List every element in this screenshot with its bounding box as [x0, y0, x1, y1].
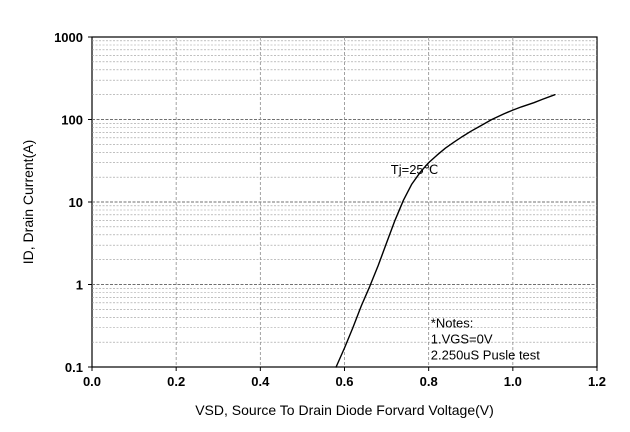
notes-annotation-line: *Notes: [431, 316, 474, 331]
y-tick-label: 10 [69, 195, 83, 210]
series-layer [335, 93, 556, 368]
x-axis-ticks: 0.0 0.2 0.4 0.6 0.8 1.0 1.2 [83, 367, 606, 389]
x-axis-label: VSD, Source To Drain Diode Forvard Volta… [195, 402, 494, 418]
x-tick-label: 1.2 [588, 374, 606, 389]
y-tick-label: 1 [76, 278, 83, 293]
y-tick-label: 100 [61, 113, 83, 128]
x-tick-label: 0.2 [167, 374, 185, 389]
y-axis-ticks: 0.1 1 10 100 1000 [54, 30, 92, 375]
y-axis-label: ID, Drain Current(A) [20, 140, 36, 264]
series-line-0 [335, 93, 556, 368]
x-tick-label: 1.0 [504, 374, 522, 389]
x-tick-label: 0.6 [335, 374, 353, 389]
y-tick-label: 1000 [54, 30, 83, 45]
temperature-annotation: Tj=25℃ [391, 162, 438, 177]
x-tick-label: 0.8 [420, 374, 438, 389]
notes-annotation-line: 1.VGS=0V [431, 332, 493, 347]
x-tick-label: 0.4 [251, 374, 270, 389]
x-tick-label: 0.0 [83, 374, 101, 389]
y-tick-label: 0.1 [65, 360, 83, 375]
annotations: Tj=25℃ *Notes:1.VGS=0V2.250uS Pusle test [391, 162, 540, 363]
notes-annotation-line: 2.250uS Pusle test [431, 348, 541, 363]
grid-lines [92, 37, 597, 367]
